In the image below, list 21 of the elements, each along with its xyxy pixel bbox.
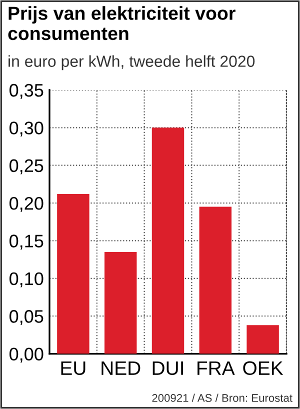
y-tick-label: 0,25 bbox=[10, 159, 44, 174]
text: 200921 / AS / Bron: Eurostat bbox=[152, 394, 292, 402]
chart-subtitle: in euro per kWh, tweede helft 2020 bbox=[8, 55, 255, 70]
y-tick-label: 0,15 bbox=[10, 234, 44, 250]
x-tick-label: OEK bbox=[243, 361, 284, 376]
y-tick-label: 0,00 bbox=[10, 348, 44, 363]
y-tick-label: 0,35 bbox=[10, 84, 44, 99]
bar bbox=[199, 206, 232, 354]
chart-title: Prijs van elektriciteit voor consumenten bbox=[8, 6, 236, 40]
x-tick-label: EU bbox=[61, 361, 86, 376]
bar bbox=[152, 128, 184, 354]
bar bbox=[57, 194, 90, 354]
y-tick-label: 0,30 bbox=[10, 122, 44, 137]
y-tick-label: 0,05 bbox=[10, 310, 44, 325]
bar bbox=[246, 325, 279, 354]
bar bbox=[104, 252, 137, 354]
x-tick-label: FRA bbox=[198, 361, 235, 375]
y-tick-label: 0,20 bbox=[10, 196, 44, 212]
x-tick-label: DUI bbox=[152, 361, 183, 376]
x-tick-label: NED bbox=[102, 361, 140, 375]
y-tick-label: 0,10 bbox=[10, 272, 44, 288]
